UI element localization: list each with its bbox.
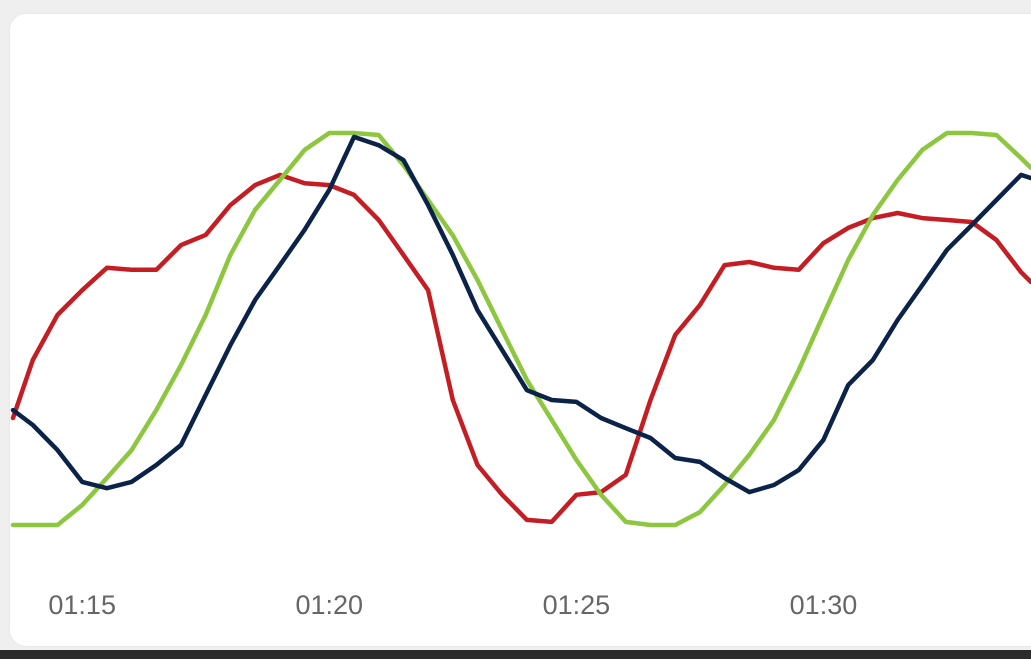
bottom-bar (0, 650, 1031, 659)
x-tick-label: 01:25 (543, 590, 611, 620)
x-tick-label: 01:20 (295, 590, 363, 620)
chart-card (10, 14, 1031, 646)
series-line (10, 130, 1031, 528)
x-tick-label: 01:30 (790, 590, 858, 620)
series-line (10, 134, 1031, 495)
x-tick-label: 01:15 (48, 590, 116, 620)
